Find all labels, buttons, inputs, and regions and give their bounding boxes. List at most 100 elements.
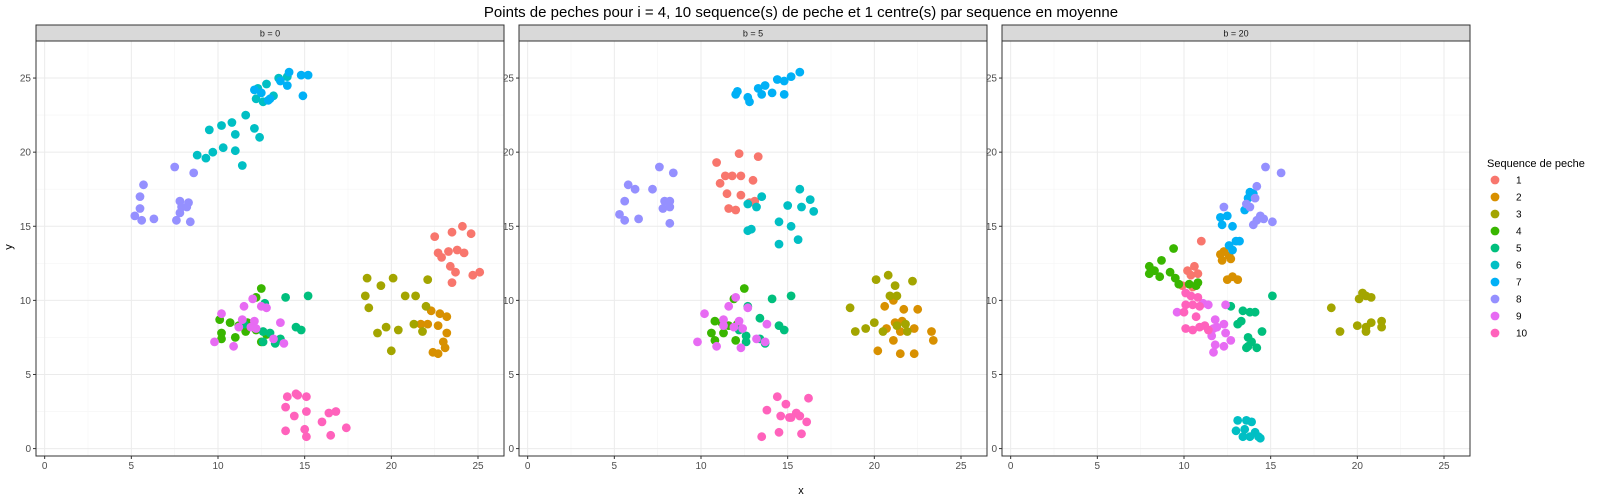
data-point-series-3 xyxy=(902,327,912,336)
legend-key-5 xyxy=(1490,243,1500,253)
data-point-series-1 xyxy=(468,270,478,280)
data-point-series-9 xyxy=(251,324,261,333)
data-point-series-1 xyxy=(712,158,721,167)
data-point-series-10 xyxy=(1195,301,1204,311)
data-point-series-7 xyxy=(250,85,259,95)
data-point-series-9 xyxy=(234,322,244,332)
data-point-series-9 xyxy=(217,309,226,319)
legend-label-9: 9 xyxy=(1516,312,1522,323)
data-point-series-3 xyxy=(376,281,386,290)
data-point-series-9 xyxy=(724,301,734,311)
data-point-series-6 xyxy=(204,125,214,135)
data-point-series-3 xyxy=(861,324,871,333)
data-point-series-8 xyxy=(1219,202,1229,212)
data-point-series-10 xyxy=(1191,312,1201,322)
data-point-series-8 xyxy=(185,217,195,227)
data-point-series-1 xyxy=(458,221,467,231)
data-point-series-10 xyxy=(281,426,290,436)
x-tick-label: 20 xyxy=(1352,461,1364,472)
data-point-series-5 xyxy=(281,293,290,302)
y-tick-label: 0 xyxy=(508,444,514,455)
data-point-series-10 xyxy=(324,408,334,418)
data-point-series-6 xyxy=(1247,417,1256,427)
data-point-series-3 xyxy=(393,325,403,335)
x-tick-label: 15 xyxy=(782,461,794,472)
data-point-series-8 xyxy=(620,196,630,206)
data-point-series-6 xyxy=(757,192,767,202)
data-point-series-3 xyxy=(1366,293,1376,302)
data-point-series-4 xyxy=(707,328,716,338)
y-tick-label: 5 xyxy=(25,370,31,381)
legend-key-7 xyxy=(1490,277,1500,287)
data-point-series-8 xyxy=(634,214,643,224)
data-point-series-3 xyxy=(418,327,427,336)
data-point-series-5 xyxy=(296,325,306,335)
data-point-series-2 xyxy=(889,336,898,345)
legend-key-6 xyxy=(1490,260,1500,270)
data-point-series-10 xyxy=(1186,291,1196,301)
legend-label-4: 4 xyxy=(1516,227,1522,238)
data-point-series-8 xyxy=(149,214,159,224)
data-point-series-4 xyxy=(710,316,720,326)
data-point-series-6 xyxy=(774,217,784,227)
data-point-series-9 xyxy=(1219,341,1229,351)
data-point-series-7 xyxy=(276,76,285,86)
data-point-series-6 xyxy=(805,195,815,205)
data-point-series-10 xyxy=(772,392,782,402)
data-point-series-3 xyxy=(869,318,879,327)
data-point-series-10 xyxy=(802,417,812,427)
data-point-series-8 xyxy=(172,215,181,225)
facet-panel: b = 5 0 5 10 15 20 25 0 5 10 15 20 25 xyxy=(503,24,988,472)
data-point-series-3 xyxy=(1354,294,1364,304)
data-point-series-5 xyxy=(767,294,777,304)
data-point-series-6 xyxy=(746,224,756,234)
data-point-series-5 xyxy=(1238,306,1248,316)
y-tick-label: 0 xyxy=(25,444,31,455)
data-point-series-3 xyxy=(423,275,433,284)
data-point-series-9 xyxy=(712,341,721,351)
facet-strip-label: b = 5 xyxy=(743,29,763,39)
facet-panel: b = 0 0 5 10 15 20 25 0 5 10 15 20 25 xyxy=(20,24,505,472)
data-point-series-9 xyxy=(1210,315,1220,324)
legend-label-1: 1 xyxy=(1516,176,1522,187)
data-point-series-3 xyxy=(1335,327,1345,336)
data-point-series-10 xyxy=(291,389,301,399)
data-point-series-3 xyxy=(411,291,420,301)
y-tick-label: 5 xyxy=(991,370,997,381)
data-point-series-3 xyxy=(883,270,893,280)
data-point-series-6 xyxy=(208,147,218,157)
legend-label-10: 10 xyxy=(1516,329,1528,340)
data-point-series-4 xyxy=(230,333,240,342)
legend-label-8: 8 xyxy=(1516,295,1522,306)
data-point-series-3 xyxy=(360,291,370,301)
data-point-series-10 xyxy=(786,413,796,422)
y-axis-title: y xyxy=(3,244,15,250)
x-tick-label: 10 xyxy=(212,461,224,472)
data-point-series-6 xyxy=(217,121,226,130)
data-point-series-1 xyxy=(715,178,725,188)
data-point-series-9 xyxy=(719,321,728,330)
facet-panel: b = 20 0 5 10 15 20 25 0 5 10 15 20 25 xyxy=(986,24,1471,472)
data-point-series-7 xyxy=(779,90,789,99)
data-point-series-2 xyxy=(913,304,923,314)
data-point-series-1 xyxy=(731,205,741,215)
data-point-series-8 xyxy=(175,208,185,218)
data-point-series-6 xyxy=(1250,427,1260,437)
data-point-series-5 xyxy=(741,337,751,347)
x-tick-label: 25 xyxy=(1438,461,1450,472)
panel-border xyxy=(35,40,505,457)
data-point-series-9 xyxy=(1219,319,1229,329)
data-point-series-5 xyxy=(1257,327,1267,336)
data-point-series-9 xyxy=(734,316,744,326)
data-point-series-4 xyxy=(225,318,235,327)
data-point-series-6 xyxy=(786,221,796,231)
data-point-series-3 xyxy=(850,327,860,336)
data-point-series-1 xyxy=(724,204,734,213)
data-point-series-6 xyxy=(230,130,240,139)
data-point-series-10 xyxy=(282,392,292,402)
x-axis-title: x xyxy=(798,485,804,497)
data-point-series-10 xyxy=(762,405,772,415)
data-point-series-5 xyxy=(1268,291,1277,301)
data-point-series-1 xyxy=(727,171,737,181)
data-point-series-3 xyxy=(1326,303,1336,313)
